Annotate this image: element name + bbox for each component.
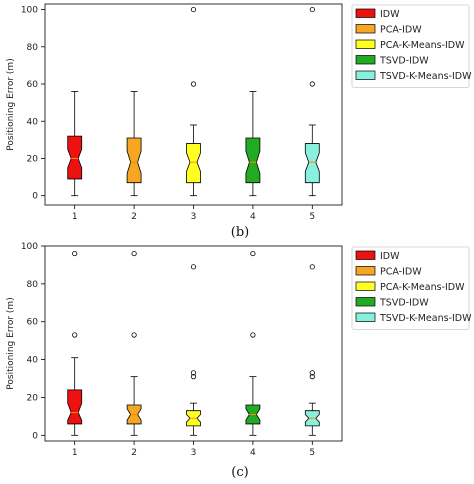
y-tick-label: 20 [27, 154, 39, 164]
legend-swatch [355, 8, 376, 18]
boxplot-2 [126, 91, 142, 197]
outlier-point [309, 264, 315, 270]
caption-b: (b) [231, 225, 249, 240]
legend-swatch [355, 297, 376, 307]
boxplot-4 [245, 250, 261, 436]
outlier-point [309, 370, 315, 376]
legend-label: PCA-K-Means-IDW [380, 282, 465, 293]
y-tick-label: 0 [32, 192, 38, 202]
legend: IDW PCA-IDW PCA-K-Means-IDW TSVD-IDW TSVD-K-… [351, 4, 472, 88]
y-tick-label: 0 [32, 431, 38, 441]
boxplot-4 [245, 91, 261, 197]
legend-frame [351, 4, 470, 88]
legend-frame [351, 246, 470, 330]
y-tick-label: 60 [27, 80, 39, 90]
outlier-point [309, 81, 315, 87]
legend-swatch [355, 266, 376, 276]
legend-label: PCA-K-Means-IDW [380, 40, 465, 51]
outlier-point [131, 332, 137, 338]
boxplot-1 [67, 250, 83, 436]
legend-label: TSVD-K-Means-IDW [379, 71, 472, 82]
outlier-point [250, 332, 256, 338]
legend-label: TSVD-IDW [379, 56, 429, 67]
outlier-point [190, 374, 197, 380]
x-tick-label: 1 [72, 212, 78, 222]
box [186, 143, 201, 184]
legend-label: TSVD-K-Means-IDW [379, 313, 472, 324]
y-tick-label: 20 [27, 393, 39, 403]
legend-label: TSVD-IDW [379, 298, 429, 309]
y-tick-label: 40 [27, 356, 39, 366]
outlier-point [190, 370, 197, 376]
y-axis-label: Positioning Error (m) [6, 58, 16, 150]
outlier-point [72, 250, 78, 257]
legend-swatch [355, 70, 376, 80]
boxplot-2 [126, 250, 142, 436]
outlier-point [309, 374, 315, 380]
x-tick-label: 4 [250, 448, 256, 458]
legend-swatch [355, 55, 376, 65]
legend: IDW PCA-IDW PCA-K-Means-IDW TSVD-IDW TSVD-K-… [351, 246, 472, 330]
boxplot-5 [304, 6, 320, 197]
legend-label: IDW [380, 9, 400, 20]
y-axis-label: Positioning Error (m) [6, 297, 16, 389]
x-tick-label: 3 [191, 212, 197, 222]
x-tick-label: 5 [309, 212, 315, 222]
boxplot-5 [304, 264, 320, 436]
box [245, 137, 261, 184]
boxplot-3 [186, 6, 201, 197]
outlier-point [250, 250, 256, 257]
x-tick-label: 3 [191, 448, 197, 458]
y-tick-label: 80 [27, 280, 39, 290]
x-tick-label: 2 [131, 212, 137, 222]
boxplot-1 [67, 91, 83, 197]
y-tick-label: 100 [21, 242, 38, 252]
x-tick-label: 1 [72, 448, 78, 458]
legend-swatch [355, 39, 376, 49]
outlier-point [72, 332, 78, 338]
box [304, 143, 320, 184]
legend-swatch [355, 250, 376, 260]
outlier-point [190, 6, 197, 13]
y-tick-label: 100 [21, 6, 38, 16]
outlier-point [190, 81, 197, 87]
legend-swatch [355, 312, 376, 322]
y-tick-label: 80 [27, 43, 39, 53]
box [67, 135, 83, 180]
box [126, 137, 142, 184]
y-tick-label: 60 [27, 318, 39, 328]
chart-c: 0 20 40 60 80 100 1 2 3 4 5 Positioning Error (m) ID… [6, 242, 472, 458]
legend-swatch [355, 281, 376, 291]
caption-c: (c) [231, 465, 248, 480]
outlier-point [309, 6, 315, 13]
legend-swatch [355, 24, 376, 34]
box [67, 389, 83, 425]
chart-b: 0 20 40 60 80 100 1 2 3 4 5 Positioning Error (m) ID… [6, 3, 472, 222]
legend-label: PCA-IDW [380, 267, 422, 278]
x-tick-label: 2 [131, 448, 137, 458]
legend-label: IDW [380, 251, 400, 262]
outlier-point [190, 264, 197, 270]
x-tick-label: 5 [309, 448, 315, 458]
outlier-point [131, 250, 137, 257]
boxplot-3 [186, 264, 201, 436]
y-tick-label: 40 [27, 117, 39, 127]
x-tick-label: 4 [250, 212, 256, 222]
legend-label: PCA-IDW [380, 25, 422, 36]
